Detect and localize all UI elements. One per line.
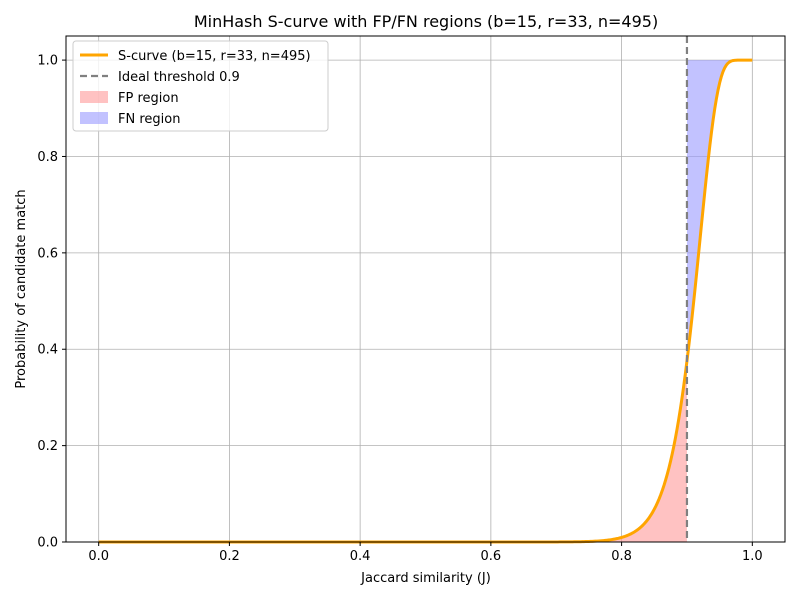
legend-label-threshold: Ideal threshold 0.9 — [118, 70, 240, 85]
x-tick-label: 0.6 — [481, 549, 502, 564]
legend-label-fp-region: FP region — [118, 91, 179, 106]
legend-swatch-fn-region — [80, 112, 108, 124]
x-tick-label: 0.8 — [611, 549, 632, 564]
y-axis-ticks: 0.0 0.2 0.4 0.6 0.8 1.0 — [37, 54, 66, 551]
x-tick-label: 0.2 — [219, 549, 240, 564]
y-tick-label: 0.0 — [37, 536, 58, 551]
y-tick-label: 0.4 — [37, 343, 58, 358]
plot-frame — [65, 35, 786, 543]
fn-region-fill — [686, 60, 753, 362]
y-tick-label: 0.2 — [37, 439, 58, 454]
legend-label-fn-region: FN region — [118, 112, 180, 127]
legend-label-s-curve: S-curve (b=15, r=33, n=495) — [118, 49, 311, 64]
legend: S-curve (b=15, r=33, n=495) Ideal thresh… — [72, 40, 329, 132]
x-tick-label: 1.0 — [742, 549, 763, 564]
legend-box — [72, 40, 329, 132]
x-axis-ticks: 0.0 0.2 0.4 0.6 0.8 1.0 — [88, 542, 763, 564]
y-axis-label: Probability of candidate match — [14, 189, 29, 388]
legend-swatch-fp-region — [80, 91, 108, 103]
fill-regions — [98, 60, 753, 542]
y-tick-label: 1.0 — [37, 54, 58, 69]
x-tick-label: 0.0 — [88, 549, 109, 564]
y-tick-label: 0.6 — [37, 246, 58, 261]
grid — [66, 36, 785, 543]
y-tick-label: 0.8 — [37, 150, 58, 165]
x-axis-label: Jaccard similarity (J) — [360, 571, 491, 586]
x-tick-label: 0.4 — [350, 549, 371, 564]
chart-title: MinHash S-curve with FP/FN regions (b=15… — [194, 12, 658, 31]
